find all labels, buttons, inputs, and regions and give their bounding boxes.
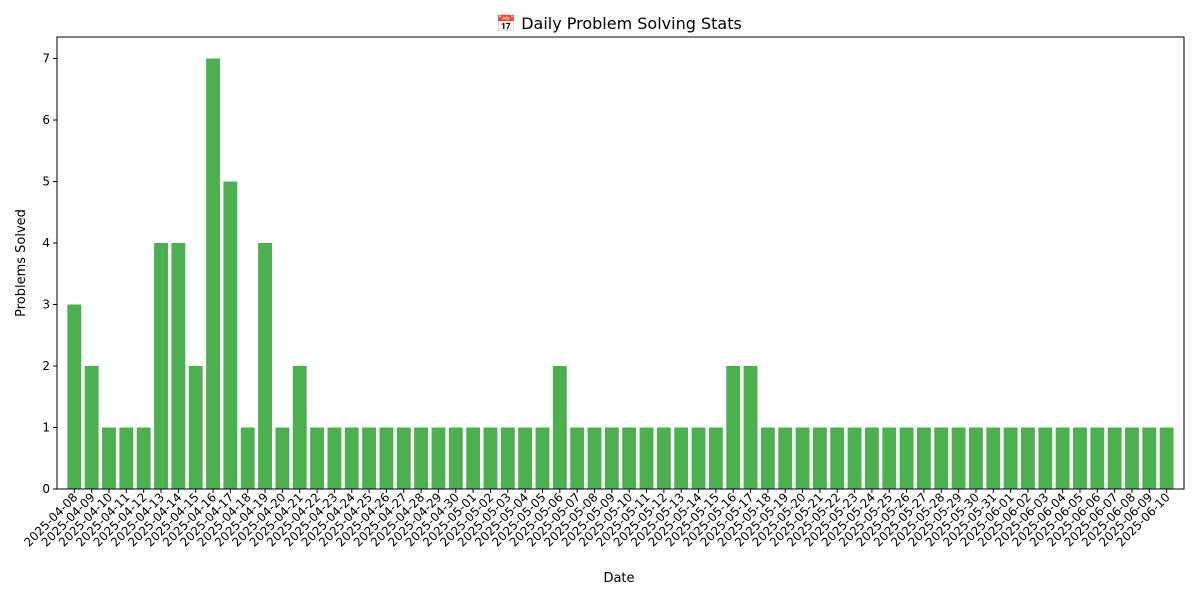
y-tick-label: 5 [42, 175, 50, 189]
y-tick-label: 2 [42, 359, 50, 373]
bar-2025-04-08 [67, 304, 82, 489]
bar-2025-05-28 [934, 427, 949, 489]
bar-2025-05-24 [864, 427, 879, 489]
bar-2025-05-22 [830, 427, 845, 489]
y-tick-label: 6 [42, 113, 50, 127]
bar-2025-05-12 [656, 427, 671, 489]
y-tick-label: 4 [42, 236, 50, 250]
bar-2025-06-08 [1125, 427, 1139, 489]
x-axis-label: Date [603, 571, 634, 586]
bar-2025-05-05 [535, 427, 550, 489]
bar-2025-05-26 [899, 427, 914, 489]
bar-2025-04-24 [344, 427, 359, 489]
bar-2025-04-22 [310, 427, 325, 489]
bar-2025-04-09 [84, 366, 99, 489]
bar-2025-04-19 [258, 243, 272, 489]
bar-2025-05-21 [812, 427, 827, 489]
bar-2025-05-25 [882, 427, 897, 489]
bar-2025-04-18 [240, 427, 255, 489]
bar-2025-04-23 [327, 427, 342, 489]
bars-group [67, 58, 1174, 490]
bar-2025-05-11 [639, 427, 654, 489]
bar-2025-05-30 [969, 427, 983, 489]
chart-title: 📅 Daily Problem Solving Stats [496, 14, 742, 33]
bar-2025-05-27 [916, 427, 931, 489]
bar-2025-04-14 [171, 243, 186, 489]
bar-2025-04-20 [275, 427, 290, 489]
bar-2025-05-07 [570, 427, 585, 489]
bar-2025-05-04 [518, 427, 533, 489]
bar-2025-06-10 [1159, 427, 1174, 489]
bar-2025-04-26 [379, 427, 394, 489]
bar-2025-05-06 [552, 366, 567, 489]
bar-2025-05-29 [951, 427, 966, 489]
bar-2025-05-03 [500, 427, 515, 489]
bar-2025-05-10 [622, 427, 637, 489]
bar-2025-04-11 [119, 427, 134, 489]
bar-2025-05-19 [778, 427, 793, 489]
y-axis-label: Problems Solved [14, 209, 29, 317]
y-axis: 0 1 2 3 4 5 6 7 [42, 52, 57, 496]
y-tick-label: 3 [42, 298, 50, 312]
bar-2025-04-29 [431, 427, 446, 489]
bar-2025-05-14 [691, 427, 706, 489]
bar-2025-05-20 [795, 427, 810, 489]
bar-2025-05-23 [847, 427, 862, 489]
bar-2025-05-15 [708, 427, 723, 489]
bar-2025-06-04 [1055, 427, 1070, 489]
bar-2025-04-12 [136, 427, 151, 489]
bar-2025-04-30 [448, 427, 463, 489]
bar-2025-05-01 [466, 427, 481, 489]
bar-2025-06-09 [1142, 427, 1157, 489]
bar-2025-06-02 [1021, 427, 1035, 489]
bar-2025-06-06 [1090, 427, 1105, 489]
bar-2025-06-01 [1003, 427, 1018, 489]
bar-2025-04-28 [414, 427, 429, 489]
bar-2025-04-13 [154, 243, 168, 489]
y-tick-label: 0 [42, 482, 50, 496]
bar-2025-05-18 [760, 427, 775, 489]
y-tick-label: 7 [42, 52, 50, 66]
bar-2025-04-21 [292, 366, 307, 489]
bar-2025-05-31 [986, 427, 1001, 489]
bar-2025-04-10 [102, 427, 116, 489]
plot-frame [56, 36, 1185, 490]
bar-2025-05-16 [726, 366, 741, 489]
bar-2025-04-16 [206, 58, 220, 490]
bar-2025-06-05 [1073, 427, 1087, 489]
y-tick-label: 1 [42, 421, 50, 435]
bar-2025-05-17 [743, 366, 758, 489]
bar-2025-04-17 [223, 181, 238, 489]
bar-2025-05-08 [587, 427, 602, 489]
bar-2025-05-09 [604, 427, 619, 489]
bar-2025-06-03 [1038, 427, 1053, 489]
bar-2025-04-15 [188, 366, 203, 489]
bar-2025-05-13 [674, 427, 689, 489]
bar-2025-04-27 [396, 427, 411, 489]
bar-2025-04-25 [362, 427, 377, 489]
bar-2025-06-07 [1107, 427, 1122, 489]
x-axis: 2025-04-082025-04-092025-04-102025-04-11… [21, 489, 1173, 549]
bar-2025-05-02 [483, 427, 498, 489]
